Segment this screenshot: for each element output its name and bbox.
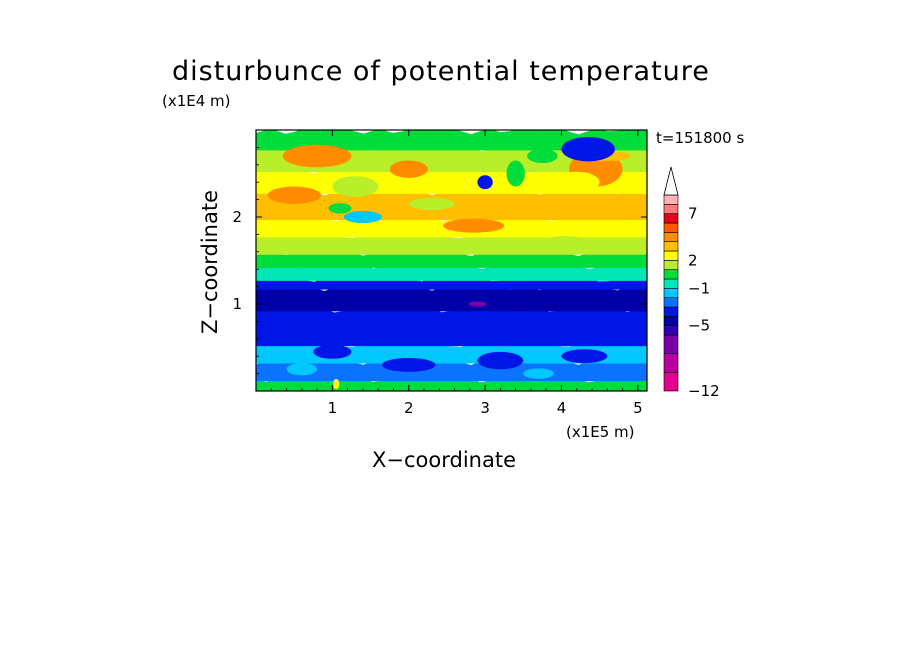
contour-layer bbox=[256, 304, 647, 347]
colorbar-segment bbox=[663, 250, 679, 261]
colorbar-segment bbox=[663, 372, 679, 392]
contour-feature bbox=[523, 368, 554, 379]
plot-frame bbox=[255, 129, 648, 392]
contour-feature bbox=[561, 349, 608, 364]
time-label: t=151800 s bbox=[656, 129, 745, 147]
colorbar-segment bbox=[663, 316, 679, 326]
colorbar-segment bbox=[663, 194, 679, 205]
colorbar-tick-label: −12 bbox=[688, 382, 720, 400]
contour-feature bbox=[332, 176, 379, 197]
contour-feature bbox=[282, 144, 352, 168]
colorbar-segment bbox=[663, 297, 679, 308]
contour-feature bbox=[553, 171, 600, 193]
colorbar-tick-label: 7 bbox=[688, 205, 698, 223]
colorbar-segment bbox=[663, 260, 679, 270]
contour-feature bbox=[542, 236, 589, 247]
colorbar-segment bbox=[663, 204, 679, 214]
contour-feature bbox=[408, 197, 455, 211]
colorbar-segment bbox=[663, 213, 679, 224]
y-tick-label: 2 bbox=[232, 208, 242, 226]
contour-feature bbox=[267, 186, 321, 204]
contour-feature bbox=[477, 351, 524, 370]
colorbar-segment bbox=[663, 278, 679, 289]
contour-layer bbox=[256, 130, 647, 151]
x-tick-label: 2 bbox=[404, 399, 414, 417]
contour-feature bbox=[333, 378, 340, 390]
colorbar-segment bbox=[663, 269, 679, 280]
y-axis: 12 bbox=[232, 146, 647, 375]
contour-layer bbox=[256, 283, 647, 312]
x-tick-label: 5 bbox=[633, 399, 643, 417]
colorbar-extend-arrow bbox=[663, 166, 679, 196]
contour-feature bbox=[443, 218, 505, 233]
x-tick-label: 1 bbox=[328, 399, 338, 417]
contour-feature bbox=[506, 160, 525, 187]
y-tick-label: 1 bbox=[232, 295, 242, 313]
colorbar-segment bbox=[663, 306, 679, 317]
contour-feature bbox=[382, 357, 436, 372]
colorbar-segment bbox=[663, 325, 679, 336]
contour-feature bbox=[328, 203, 352, 214]
colorbar-tick-label: −1 bbox=[688, 279, 710, 297]
contour-feature bbox=[527, 149, 558, 164]
contour-feature bbox=[561, 136, 615, 162]
colorbar-segment bbox=[663, 232, 679, 242]
chart-title: disturbunce of potential temperature bbox=[172, 56, 710, 87]
contour-feature bbox=[468, 301, 487, 307]
colorbar-segment bbox=[663, 222, 679, 233]
colorbar-tick-label: −5 bbox=[688, 317, 710, 335]
y-axis-unit: (x1E4 m) bbox=[162, 92, 231, 110]
contour-feature bbox=[313, 344, 352, 359]
x-axis: 1 2 3 4 5 bbox=[270, 130, 643, 417]
x-axis-unit: (x1E5 m) bbox=[566, 423, 635, 441]
colorbar-tick-label: 2 bbox=[688, 251, 698, 269]
colorbar-segment bbox=[663, 241, 679, 252]
contour-feature bbox=[343, 210, 383, 224]
colorbar-segment bbox=[663, 334, 679, 354]
contour-field bbox=[256, 130, 647, 391]
colorbar-segment bbox=[663, 353, 679, 373]
x-axis-label: X−coordinate bbox=[372, 448, 516, 472]
colorbar: 7 2 −1 −5 −12 bbox=[663, 166, 720, 400]
contour-feature bbox=[389, 160, 428, 178]
colorbar-segment bbox=[663, 288, 679, 298]
contour-feature bbox=[286, 363, 318, 376]
contour-feature bbox=[477, 175, 493, 190]
x-tick-label: 3 bbox=[480, 399, 490, 417]
x-tick-label: 4 bbox=[557, 399, 567, 417]
